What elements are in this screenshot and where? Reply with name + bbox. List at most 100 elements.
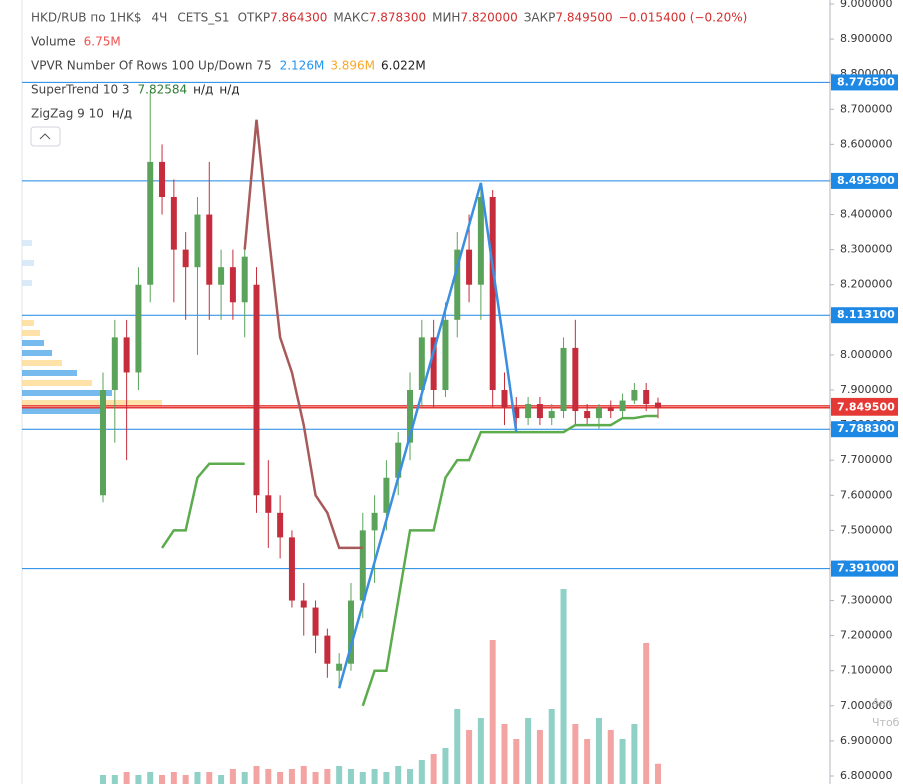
y-tick-label: 8.700000 [840, 102, 893, 115]
candle-body [643, 390, 650, 405]
vpvr-bar [22, 390, 112, 396]
price-label-box [831, 421, 898, 438]
volume-bar [218, 775, 225, 784]
legend-text: 7.864300 [270, 11, 327, 25]
volume-bar [548, 709, 555, 784]
indicator-line [161, 414, 658, 707]
candle-body [111, 337, 118, 390]
candle-body [347, 600, 354, 664]
legend-text: SuperTrend 10 3 [31, 83, 130, 97]
volume-bar [229, 769, 236, 784]
y-tick-label: 6.900000 [840, 734, 893, 747]
y-tick-label: 8.300000 [840, 243, 893, 256]
volume-bar [123, 772, 130, 784]
candle-body [655, 402, 661, 408]
volume-bar [336, 766, 343, 784]
volume-bar [159, 775, 166, 784]
plot [100, 91, 661, 707]
y-tick-label: 9.000000 [840, 0, 893, 10]
volume-bar [501, 724, 508, 784]
price-label-box [831, 172, 898, 189]
candle-body [371, 512, 378, 531]
candle-body [584, 411, 591, 419]
volume-bar [395, 766, 402, 784]
candle-body [336, 663, 343, 671]
candle-body [454, 249, 461, 320]
y-tick-label: 7.900000 [840, 383, 893, 396]
candle-body [147, 161, 154, 285]
legend-text: Volume [31, 35, 76, 49]
candle-body [241, 256, 248, 303]
candle-body [206, 214, 213, 285]
volume-bar [288, 769, 295, 784]
volume-bar [560, 589, 567, 784]
y-tick-label: 7.700000 [840, 453, 893, 466]
candle-body [489, 197, 496, 390]
candle-body [525, 404, 532, 419]
volume-bar [383, 772, 390, 784]
volume-bar [347, 769, 354, 784]
candle-body [229, 267, 236, 303]
vpvr-bar [22, 280, 32, 286]
vpvr-bar [22, 340, 44, 346]
candle-body [572, 347, 579, 412]
volume-bar [312, 772, 319, 784]
y-tick-label: 7.600000 [840, 488, 893, 501]
legend-text: ОТКР [238, 11, 271, 25]
candle-body [418, 337, 425, 390]
collapse-button[interactable] [30, 126, 61, 147]
volume-bar [454, 709, 461, 784]
vpvr-bar [22, 360, 62, 366]
volume-bar [466, 730, 473, 784]
candle-body [288, 537, 295, 601]
legend-text: ЗАКР [524, 11, 556, 25]
legend-text: HKD/RUB по 1HK$ [31, 11, 142, 25]
volume-bar [595, 718, 602, 784]
volume-bar [135, 775, 142, 784]
candle-body [253, 284, 260, 496]
volume-bar [111, 775, 118, 784]
legend-text: 6.75M [84, 35, 121, 49]
price-label-box [831, 399, 898, 416]
y-tick-label: 8.900000 [840, 32, 893, 45]
price-label: 8.113100 [837, 308, 895, 321]
legend-text: 7.849500 [555, 11, 612, 25]
volume-bar [147, 772, 154, 784]
candle-body [501, 390, 508, 408]
volume-bar [253, 766, 260, 784]
y-tick-label: 8.200000 [840, 278, 893, 291]
y-tick-label: 8.000000 [840, 348, 893, 361]
legend-text: 4Ч [152, 11, 168, 25]
volume-bar [241, 772, 248, 784]
volume-bar [631, 724, 638, 784]
volume-bar [100, 775, 106, 784]
y-tick-label: 8.400000 [840, 208, 893, 221]
candle-body [466, 249, 473, 285]
volume-bar [525, 718, 532, 784]
y-tick-label: 8.600000 [840, 137, 893, 150]
volume-bar [170, 772, 177, 784]
vpvr-bar [22, 240, 32, 246]
candle-body [265, 495, 272, 513]
candle-body [430, 337, 437, 390]
volume-bar [418, 760, 425, 784]
y-tick-label: 7.300000 [840, 594, 893, 607]
candle-body [607, 407, 614, 412]
candle-body [312, 607, 319, 636]
vpvr-bar [22, 350, 52, 356]
volume-pane [100, 589, 661, 784]
volume-bar [513, 739, 520, 784]
vpvr-bar [22, 320, 34, 326]
vpvr-bar [22, 408, 102, 414]
candle-body [442, 319, 449, 390]
vpvr-bar [22, 380, 92, 386]
candle-body [477, 197, 484, 285]
volume-bar [277, 772, 284, 784]
candle-body [277, 512, 284, 538]
legend-text: МИН [432, 11, 460, 25]
candle-body [407, 390, 414, 443]
legend-text: н/д [193, 83, 213, 97]
legend-text: ZigZag 9 10 [31, 107, 104, 121]
candle-body [359, 530, 366, 601]
